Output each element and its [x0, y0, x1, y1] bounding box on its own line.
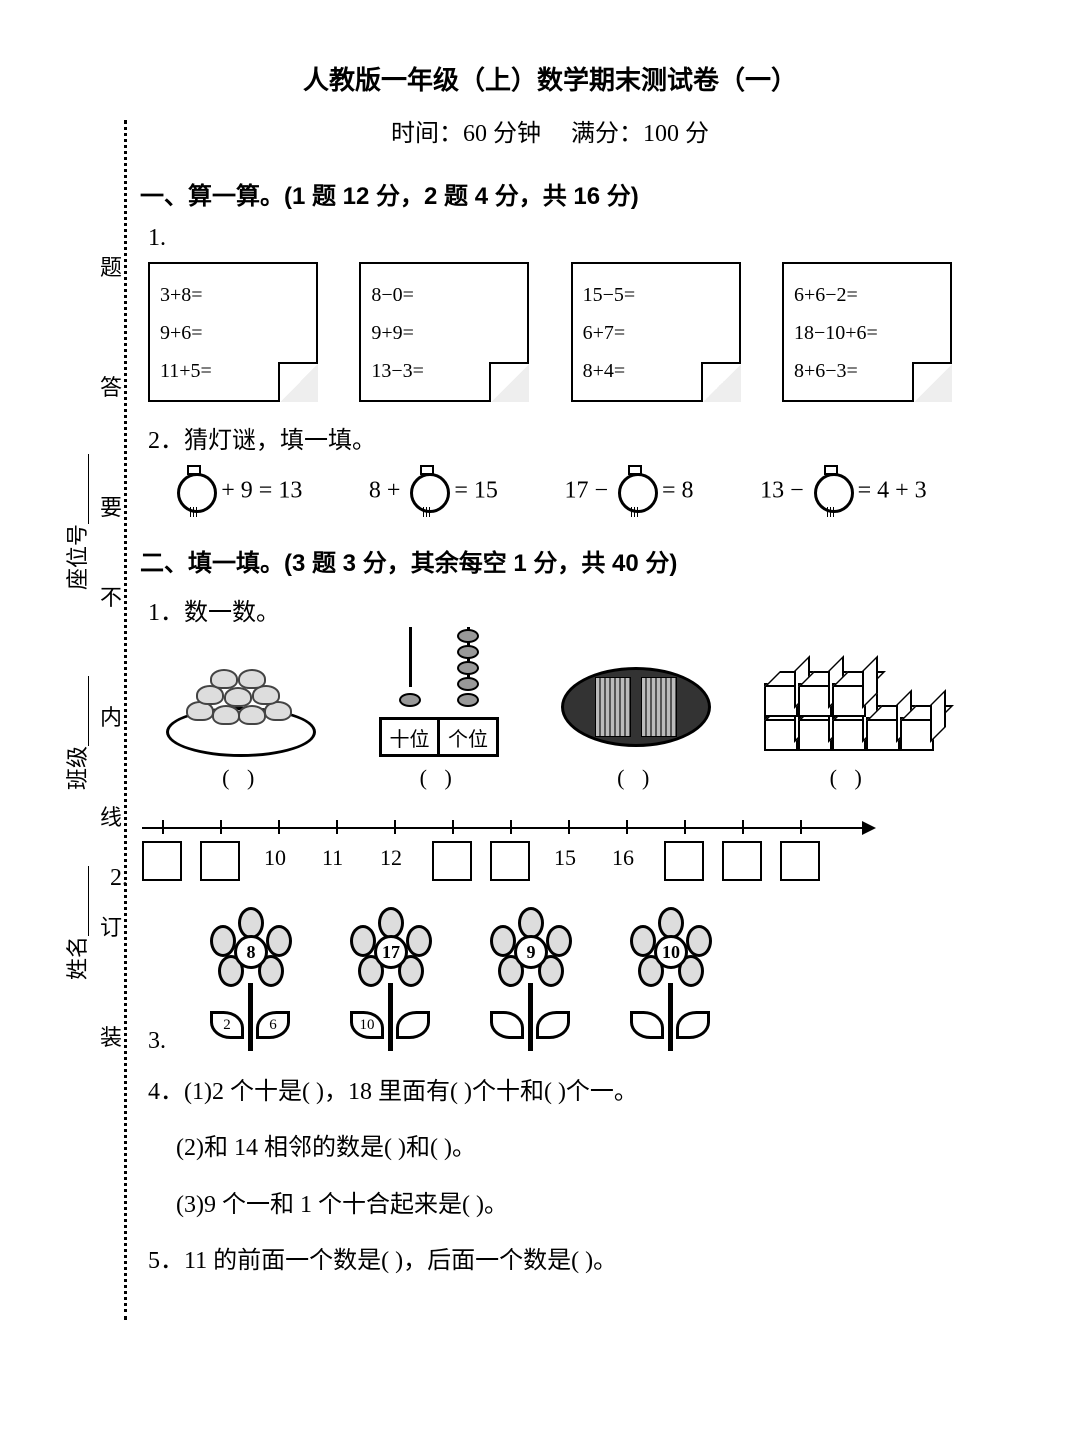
calc-expr: 9+9=	[371, 314, 517, 352]
flower-leaf	[490, 1011, 524, 1039]
dotted-fold-line	[124, 120, 127, 1320]
flower-center: 8	[234, 935, 268, 969]
exam-subtitle: 时间：60 分钟 满分：100 分	[140, 113, 960, 148]
flower-icon: 10	[616, 915, 726, 1055]
flower-icon: 17 10	[336, 915, 446, 1055]
calc-expr: 18−10+6=	[794, 314, 940, 352]
page-fold-icon	[701, 362, 741, 402]
q2-label: 2．猜灯谜，填一填。	[148, 420, 960, 455]
calc-card: 8−0= 9+9= 13−3=	[359, 262, 529, 402]
margin-label-seat: 座位号	[60, 454, 92, 590]
flower-icon: 9	[476, 915, 586, 1055]
flower-leaf: 6	[256, 1011, 290, 1039]
sticks-bundle-icon	[561, 657, 711, 757]
calc-card: 15−5= 6+7= 8+4=	[571, 262, 741, 402]
numline-value: 15	[554, 845, 576, 871]
lantern-riddle-row: + 9 = 13 8 + = 15 17 − = 8 13 − = 4 + 3	[140, 465, 960, 519]
margin-label-name: 姓名	[60, 866, 92, 980]
abacus-icon: 十位 个位	[369, 627, 509, 757]
margin-char: 线	[100, 800, 122, 832]
flower-leaf: 2	[210, 1011, 244, 1039]
numline-blank	[490, 841, 530, 881]
calc-expr: 6+6−2=	[794, 276, 940, 314]
count-objects-row: ( ) 十位 个位	[140, 637, 960, 791]
count-item-cubes: ( )	[764, 637, 934, 791]
margin-char: 要	[100, 490, 122, 522]
riddle-item: 13 − = 4 + 3	[760, 465, 927, 519]
flowers-row: 3. 8 2 6 17 10	[148, 915, 960, 1055]
number-line: 2. 10 11 12 15 16	[142, 817, 960, 897]
page-content: 人教版一年级（上）数学期末测试卷（一） 时间：60 分钟 满分：100 分 一、…	[140, 60, 960, 1299]
riddle-item: 17 − = 8	[564, 465, 693, 519]
s2-q4-1: 4．(1)2 个十是( )，18 里面有( )个十和( )个一。	[148, 1073, 960, 1111]
s2-q4-2: (2)和 14 相邻的数是( )和( )。	[176, 1129, 960, 1167]
abacus-ones-label: 个位	[440, 720, 496, 754]
count-item-dumplings: ( )	[166, 637, 316, 791]
answer-blank: ( )	[166, 765, 316, 791]
page-fold-icon	[912, 362, 952, 402]
margin-char: 装	[100, 1020, 122, 1052]
lantern-icon	[406, 465, 448, 519]
dumplings-icon	[166, 667, 316, 757]
flower-center: 17	[374, 935, 408, 969]
calc-expr: 6+7=	[583, 314, 729, 352]
s2-q5: 5．11 的前面一个数是( )，后面一个数是( )。	[148, 1242, 960, 1280]
flower-leaf	[396, 1011, 430, 1039]
answer-blank: ( )	[369, 765, 509, 791]
numline-blank	[722, 841, 762, 881]
numline-value: 12	[380, 845, 402, 871]
arrow-right-icon	[862, 821, 876, 835]
q1-label: 1.	[148, 225, 960, 252]
flower-icon: 8 2 6	[196, 915, 306, 1055]
section-1-heading: 一、算一算。(1 题 12 分，2 题 4 分，共 16 分)	[140, 176, 960, 211]
exam-title: 人教版一年级（上）数学期末测试卷（一）	[140, 60, 960, 97]
numline-blank	[432, 841, 472, 881]
binding-margin: 题 答 要 不 内 线 订 装 座位号 班级 姓名	[70, 120, 130, 1320]
page-fold-icon	[278, 362, 318, 402]
s2-q4-3: (3)9 个一和 1 个十合起来是( )。	[176, 1186, 960, 1224]
margin-char: 订	[100, 910, 122, 942]
margin-label-class: 班级	[60, 676, 92, 790]
calc-expr: 9+6=	[160, 314, 306, 352]
flower-leaf	[536, 1011, 570, 1039]
page-fold-icon	[489, 362, 529, 402]
lantern-icon	[810, 465, 852, 519]
numline-blank	[780, 841, 820, 881]
lantern-icon	[173, 465, 215, 519]
s2-q2-label: 2.	[110, 865, 128, 892]
numline-value: 11	[322, 845, 343, 871]
calc-expr: 3+8=	[160, 276, 306, 314]
section-2-heading: 二、填一填。(3 题 3 分，其余每空 1 分，共 40 分)	[140, 543, 960, 578]
numline-blank	[664, 841, 704, 881]
margin-char: 不	[100, 580, 122, 612]
flower-leaf	[676, 1011, 710, 1039]
calc-expr: 15−5=	[583, 276, 729, 314]
count-item-abacus: 十位 个位 ( )	[369, 637, 509, 791]
numline-value: 16	[612, 845, 634, 871]
abacus-tens-label: 十位	[382, 720, 441, 754]
numline-blank	[142, 841, 182, 881]
cubes-icon	[764, 657, 934, 757]
calc-expr: 8−0=	[371, 276, 517, 314]
count-item-sticks: ( )	[561, 637, 711, 791]
flower-center: 10	[654, 935, 688, 969]
flower-leaf: 10	[350, 1011, 384, 1039]
numline-value: 10	[264, 845, 286, 871]
s2-q3-label: 3.	[148, 1028, 166, 1055]
riddle-item: 8 + = 15	[369, 465, 498, 519]
lantern-icon	[614, 465, 656, 519]
numline-blank	[200, 841, 240, 881]
s2-q1-label: 1．数一数。	[148, 592, 960, 627]
calc-cards-row: 3+8= 9+6= 11+5= 8−0= 9+9= 13−3= 15−5= 6+…	[148, 262, 952, 402]
calc-card: 6+6−2= 18−10+6= 8+6−3=	[782, 262, 952, 402]
flower-center: 9	[514, 935, 548, 969]
answer-blank: ( )	[764, 765, 934, 791]
flower-leaf	[630, 1011, 664, 1039]
calc-card: 3+8= 9+6= 11+5=	[148, 262, 318, 402]
margin-char: 答	[100, 370, 122, 402]
answer-blank: ( )	[561, 765, 711, 791]
riddle-item: + 9 = 13	[173, 465, 302, 519]
margin-char: 内	[100, 700, 122, 732]
margin-char: 题	[100, 250, 122, 282]
